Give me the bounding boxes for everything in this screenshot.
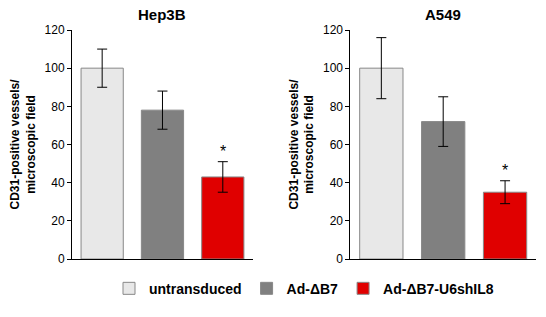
svg-text:120: 120 — [323, 23, 343, 37]
svg-text:120: 120 — [45, 23, 65, 37]
svg-text:untransduced: untransduced — [149, 281, 242, 297]
svg-text:60: 60 — [330, 138, 344, 152]
svg-text:100: 100 — [323, 61, 343, 75]
svg-text:20: 20 — [330, 214, 344, 228]
svg-text:0: 0 — [336, 252, 343, 266]
svg-text:CD31-positive vessels/microsco: CD31-positive vessels/microscopic field — [287, 79, 317, 210]
svg-text:Ad-ΔB7: Ad-ΔB7 — [287, 281, 338, 297]
svg-text:20: 20 — [51, 214, 65, 228]
svg-text:*: * — [220, 143, 226, 160]
svg-text:60: 60 — [51, 138, 65, 152]
svg-text:40: 40 — [330, 176, 344, 190]
svg-text:*: * — [502, 162, 508, 179]
svg-text:100: 100 — [45, 61, 65, 75]
svg-text:CD31-positive vessels/microsco: CD31-positive vessels/microscopic field — [8, 79, 38, 210]
svg-text:40: 40 — [51, 176, 65, 190]
svg-text:80: 80 — [51, 100, 65, 114]
svg-text:80: 80 — [330, 100, 344, 114]
svg-text:A549: A549 — [425, 6, 461, 23]
svg-text:Ad-ΔB7-U6shIL8: Ad-ΔB7-U6shIL8 — [383, 281, 494, 297]
svg-text:Hep3B: Hep3B — [138, 6, 186, 23]
svg-text:0: 0 — [58, 252, 65, 266]
